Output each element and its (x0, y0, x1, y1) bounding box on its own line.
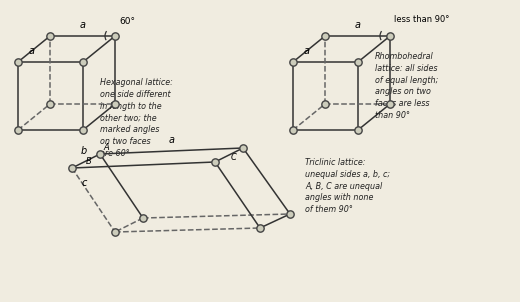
Text: a: a (304, 46, 310, 56)
Text: c: c (81, 178, 87, 188)
Point (386, 101, 394, 106)
Text: Rhombohedral
lattice: all sides
of equal length;
angles on two
faces are less
th: Rhombohedral lattice: all sides of equal… (375, 52, 438, 120)
Text: a: a (168, 135, 175, 145)
Point (321, 101, 329, 106)
Text: A: A (103, 143, 109, 152)
Point (354, 59, 362, 64)
Point (111, 101, 119, 106)
Text: B: B (86, 157, 92, 166)
Text: less than 90°: less than 90° (394, 15, 449, 24)
Point (111, 230, 119, 234)
Point (14, 59, 22, 64)
Point (79, 59, 87, 64)
Point (289, 127, 297, 132)
Point (286, 212, 294, 217)
Point (46, 101, 54, 106)
Point (111, 34, 119, 38)
Text: a: a (29, 46, 35, 56)
Point (211, 159, 219, 164)
Text: 60°: 60° (119, 17, 135, 26)
Text: b: b (81, 146, 87, 156)
Text: a: a (355, 20, 360, 30)
Point (386, 34, 394, 38)
Point (14, 127, 22, 132)
Point (239, 146, 247, 150)
Point (46, 34, 54, 38)
Point (289, 59, 297, 64)
Point (96, 152, 104, 156)
Point (139, 216, 147, 220)
Text: Hexagonal lattice:
one side different
in length to the
other two; the
marked ang: Hexagonal lattice: one side different in… (100, 78, 173, 158)
Point (321, 34, 329, 38)
Point (256, 226, 264, 230)
Point (68, 165, 76, 170)
Point (354, 127, 362, 132)
Text: Triclinic lattice:
unequal sides a, b, c;
A, B, C are unequal
angles with none
o: Triclinic lattice: unequal sides a, b, c… (305, 158, 390, 214)
Text: a: a (80, 20, 85, 30)
Text: C: C (231, 153, 237, 162)
Point (79, 127, 87, 132)
